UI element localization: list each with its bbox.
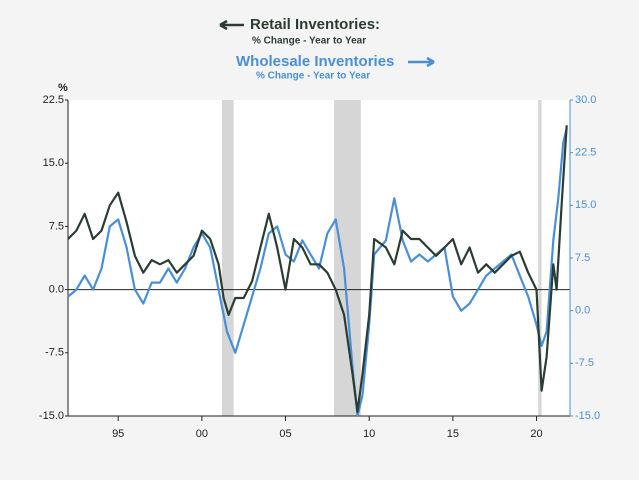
x-tick-label: 05 <box>279 428 291 440</box>
y-unit-label: % <box>58 82 68 94</box>
right-arrow <box>408 56 435 68</box>
series-line <box>67 127 568 418</box>
y-tick-label: -15.0 <box>39 410 64 422</box>
left-arrow <box>219 19 244 31</box>
x-tick-label: 20 <box>530 428 542 440</box>
x-tick-label: 00 <box>196 428 208 440</box>
y-tick-label: 22.5 <box>43 94 64 106</box>
plot-area <box>68 100 570 416</box>
y2-tick-label: -15.0 <box>575 410 600 422</box>
y2-tick-label: 30.0 <box>575 94 596 106</box>
y-tick-label: 7.5 <box>49 220 64 232</box>
y-tick-label: 0.0 <box>49 284 64 296</box>
wholesale-title: Wholesale Inventories <box>236 53 394 70</box>
x-tick-label: 10 <box>363 428 375 440</box>
retail-note: % Change - Year to Year <box>252 36 366 47</box>
recession-band <box>221 100 234 416</box>
y-tick-label: 15.0 <box>43 157 64 169</box>
retail-title: Retail Inventories: <box>250 16 380 33</box>
y2-tick-label: 22.5 <box>575 147 596 159</box>
recession-band <box>538 100 542 416</box>
x-tick-label: 15 <box>447 428 459 440</box>
wholesale-note: % Change - Year to Year <box>256 71 370 82</box>
x-tick-label: 95 <box>112 428 124 440</box>
y2-tick-label: 7.5 <box>575 252 590 264</box>
y-tick-label: -7.5 <box>45 347 64 359</box>
y2-tick-label: 0.0 <box>575 305 590 317</box>
y2-tick-label: -7.5 <box>575 357 594 369</box>
recession-band <box>334 100 361 416</box>
series-line <box>67 125 568 413</box>
y2-tick-label: 15.0 <box>575 199 596 211</box>
